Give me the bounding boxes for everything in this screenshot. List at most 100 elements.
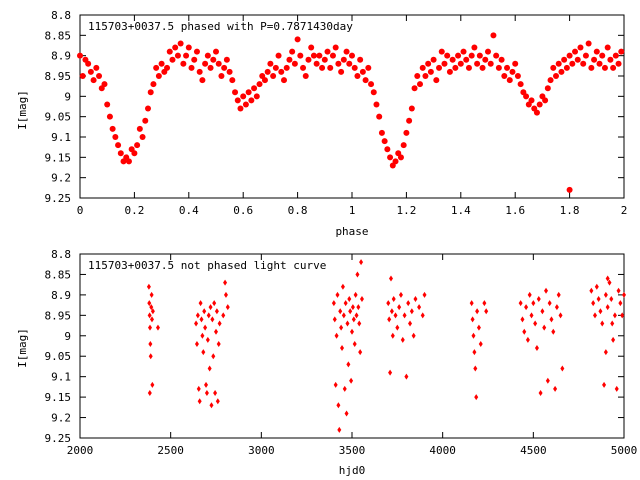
unphased-data-point	[149, 304, 154, 311]
phased-y-tick-label: 9.05	[45, 111, 72, 124]
phased-data-point	[463, 56, 470, 63]
phased-data-point	[180, 60, 187, 67]
phased-data-point	[177, 40, 184, 47]
unphased-data-point	[150, 308, 155, 315]
unphased-data-point	[211, 353, 216, 360]
phased-data-point	[346, 60, 353, 67]
unphased-data-point	[393, 312, 398, 319]
unphased-data-point	[203, 324, 208, 331]
unphased-axis-ticks: 2000 2500 3000 3500 4000 4500 5000 8.8 8.85 8.9 8.…	[45, 248, 638, 457]
unphased-data-point	[341, 312, 346, 319]
unphased-data-point	[620, 312, 625, 319]
phased-data-point	[174, 52, 181, 59]
unphased-data-point	[195, 312, 200, 319]
phased-data-point	[297, 52, 304, 59]
phased-data-point	[267, 60, 274, 67]
phased-data-point	[125, 158, 132, 165]
phased-data-point	[422, 73, 429, 79]
phased-data-points	[77, 32, 625, 193]
unphased-data-point	[204, 390, 209, 397]
unphased-data-point	[350, 328, 354, 335]
unphased-data-point	[402, 312, 407, 319]
unphased-data-point	[404, 373, 409, 380]
phased-data-point	[406, 117, 413, 124]
phased-data-point	[588, 64, 595, 71]
phased-data-point	[223, 56, 230, 63]
phased-data-point	[533, 109, 540, 116]
unphased-data-point	[149, 316, 154, 323]
phased-y-tick-label: 8.95	[45, 70, 72, 83]
unphased-data-point	[538, 390, 543, 397]
phased-data-point	[305, 56, 312, 63]
phased-data-point	[155, 73, 162, 79]
phased-data-point	[158, 60, 165, 67]
unphased-data-point	[473, 365, 478, 372]
unphased-data-points	[146, 259, 626, 433]
phased-data-point	[596, 60, 603, 67]
phased-data-point	[591, 56, 598, 63]
phased-data-point	[476, 52, 483, 59]
unphased-data-point	[540, 308, 545, 315]
phased-data-point	[134, 142, 141, 149]
unphased-data-point	[212, 300, 217, 307]
phased-data-point	[319, 64, 326, 71]
unphased-data-point	[386, 300, 391, 307]
unphased-x-tick-label: 4000	[429, 444, 456, 457]
unphased-data-point	[417, 304, 422, 311]
unphased-data-point	[536, 295, 541, 302]
phased-data-point	[106, 113, 113, 120]
unphased-data-point	[208, 304, 213, 311]
phased-data-point	[281, 77, 287, 84]
unphased-data-point	[334, 332, 339, 339]
phased-data-point	[436, 64, 443, 71]
unphased-x-tick-label: 2500	[157, 444, 184, 457]
unphased-data-point	[596, 295, 601, 302]
phased-data-point	[191, 56, 198, 63]
unphased-data-point	[223, 279, 228, 286]
phased-data-point	[490, 32, 497, 39]
phased-data-point	[359, 68, 366, 75]
unphased-data-point	[398, 291, 403, 298]
unphased-data-point	[544, 287, 549, 294]
phased-data-point	[196, 68, 203, 75]
unphased-data-point	[202, 308, 207, 315]
phased-x-tick-label: 0	[77, 204, 84, 217]
phased-x-axis-label: phase	[335, 225, 368, 238]
phased-data-point	[256, 81, 263, 88]
phased-y-axis-label: I[mag]	[16, 90, 29, 130]
unphased-y-tick-label: 8.9	[51, 289, 71, 302]
phased-data-point	[485, 48, 491, 55]
unphased-data-point	[346, 361, 351, 368]
unphased-y-axis-label: I[mag]	[16, 328, 29, 368]
unphased-data-point	[408, 320, 413, 327]
unphased-data-point	[592, 312, 597, 319]
unphased-data-point	[348, 308, 353, 315]
phased-data-point	[275, 52, 282, 59]
phased-data-point	[414, 73, 421, 79]
phased-data-point	[487, 60, 494, 67]
phased-data-point	[183, 52, 190, 59]
unphased-data-point	[351, 316, 356, 323]
phased-data-point	[294, 36, 301, 43]
phased-data-point	[117, 150, 124, 157]
unphased-data-point	[216, 340, 221, 347]
phased-data-point	[270, 73, 277, 79]
unphased-data-point	[603, 291, 608, 298]
unphased-data-point	[476, 324, 481, 331]
unphased-data-point	[594, 283, 599, 290]
phased-data-point	[204, 52, 211, 59]
unphased-data-point	[602, 381, 607, 388]
phased-data-point	[310, 52, 317, 59]
unphased-data-point	[213, 390, 218, 397]
unphased-data-point	[470, 316, 475, 323]
unphased-data-point	[352, 340, 357, 347]
phased-data-point	[332, 44, 339, 51]
unphased-data-point	[357, 320, 362, 327]
phased-data-point	[370, 89, 377, 96]
unphased-data-point	[147, 300, 152, 307]
unphased-data-point	[469, 300, 474, 307]
phased-data-point	[93, 64, 100, 71]
phased-data-point	[528, 97, 535, 104]
unphased-data-point	[148, 340, 153, 347]
